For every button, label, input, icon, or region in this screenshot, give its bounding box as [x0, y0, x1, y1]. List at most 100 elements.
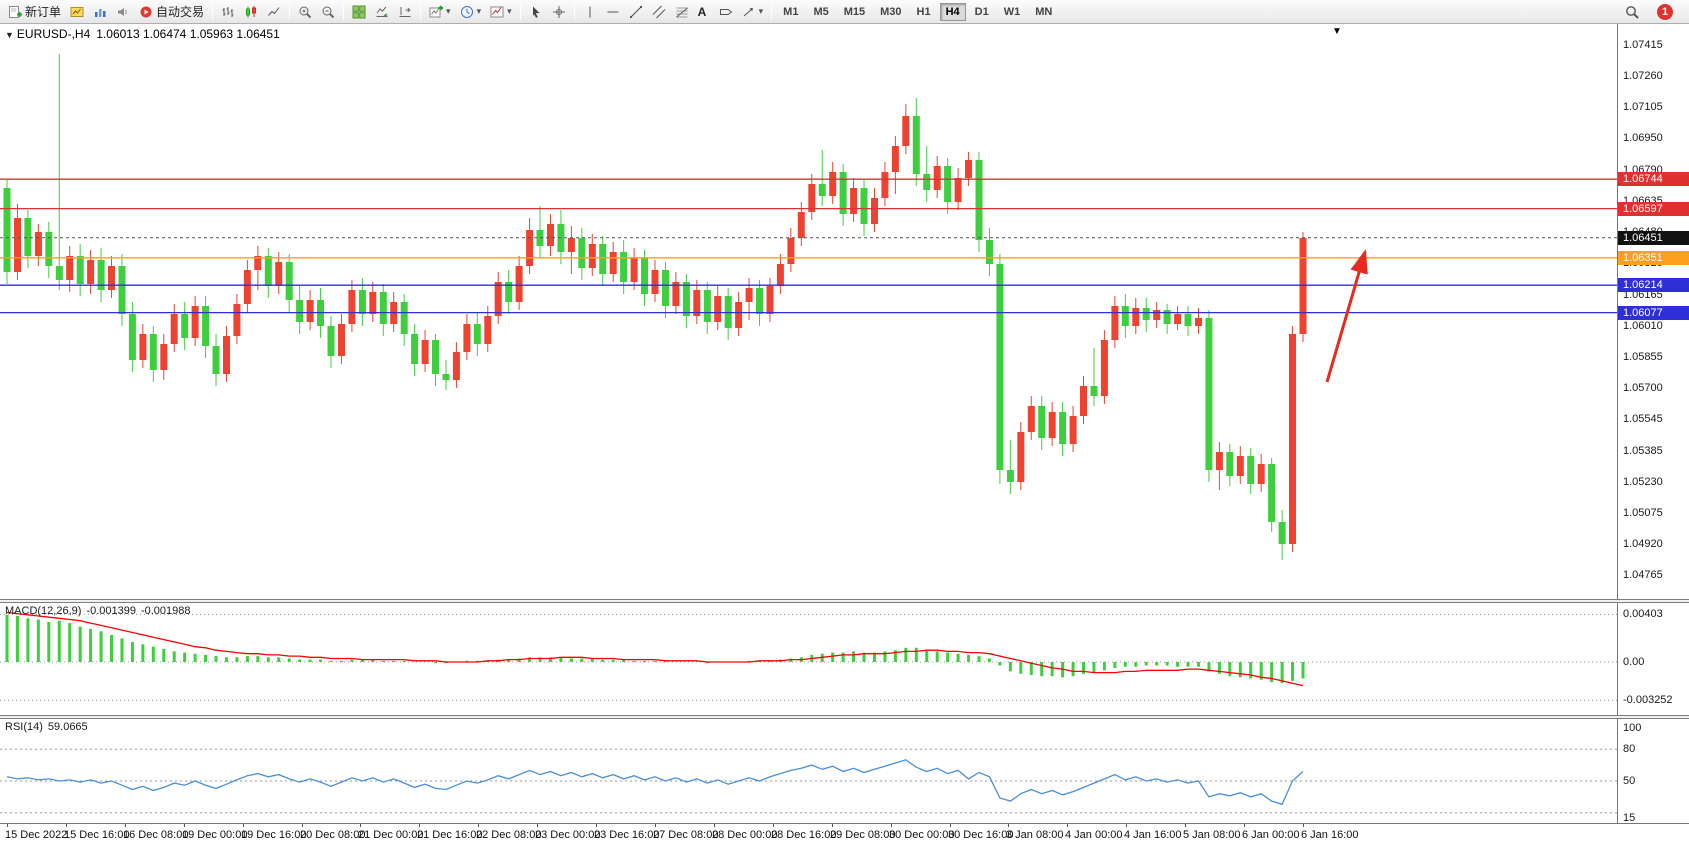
- time-tick: [596, 824, 597, 827]
- macd-signal-value: -0.001988: [140, 605, 191, 617]
- horizontal-line-button[interactable]: [602, 2, 624, 22]
- candlestick-icon: [244, 5, 258, 19]
- timeframe-d1-button[interactable]: D1: [974, 5, 989, 18]
- price-axis-label: 1.05855: [1623, 351, 1663, 363]
- rsi-panel[interactable]: 100 80 50 15 RSI(14) 59.0665: [0, 719, 1689, 824]
- shapes-button[interactable]: ▾: [738, 2, 768, 22]
- template-icon: [490, 5, 504, 19]
- zoom-in-button[interactable]: [294, 2, 316, 22]
- candlestick-chart[interactable]: [0, 24, 1617, 599]
- price-line-badge: 1.06077: [1618, 305, 1689, 320]
- price-axis-label: 1.06010: [1623, 320, 1663, 332]
- autotrade-button[interactable]: 自动交易: [135, 2, 208, 22]
- notification-badge[interactable]: 1: [1657, 3, 1673, 20]
- shapes-icon: [742, 5, 756, 19]
- timeframe-w1-button[interactable]: W1: [1003, 5, 1021, 18]
- channel-button[interactable]: [648, 2, 670, 22]
- chart-shift-button[interactable]: [394, 2, 416, 22]
- time-axis-label: 28 Dec 00:00: [712, 829, 778, 841]
- time-axis-label: 30 Dec 16:00: [948, 829, 1014, 841]
- time-axis-label: 28 Dec 16:00: [771, 829, 837, 841]
- macd-axis[interactable]: 0.00403 0.00 -0.003252: [1617, 603, 1689, 715]
- price-axis-label: 1.04765: [1623, 569, 1663, 581]
- new-chart-button[interactable]: ▾: [425, 2, 455, 22]
- rsi-axis[interactable]: 100 80 50 15: [1617, 719, 1689, 824]
- title-dropdown-icon: ▼: [5, 30, 14, 40]
- price-axis-label: 1.07415: [1623, 39, 1663, 51]
- period-button[interactable]: ▾: [456, 2, 486, 22]
- bar-chart-type-button[interactable]: [217, 2, 239, 22]
- bar-chart-icon: [221, 5, 235, 19]
- time-axis-label: 19 Dec 16:00: [241, 829, 307, 841]
- market-watch-icon: [93, 5, 107, 19]
- price-line-badge: 1.06351: [1618, 250, 1689, 265]
- price-axis-label: 1.05545: [1623, 413, 1663, 425]
- price-chart-panel[interactable]: 1.074151.072601.071051.069501.067901.066…: [0, 24, 1689, 599]
- trendline-button[interactable]: [625, 2, 647, 22]
- rsi-chart[interactable]: [0, 719, 1617, 823]
- timeframe-mn-button[interactable]: MN: [1035, 5, 1053, 18]
- line-chart-type-button[interactable]: [263, 2, 285, 22]
- caret-down-icon: ▾: [446, 6, 451, 16]
- price-axis-label: 1.07260: [1623, 70, 1663, 82]
- new-chart-icon: [429, 5, 444, 19]
- time-tick: [66, 824, 67, 827]
- macd-panel[interactable]: 0.00403 0.00 -0.003252 MACD(12,26,9) -0.001…: [0, 603, 1689, 715]
- timeframe-m30-button[interactable]: M30: [880, 5, 902, 18]
- time-axis-label: 30 Dec 00:00: [889, 829, 955, 841]
- toolbar-separator: [771, 3, 773, 20]
- tile-windows-button[interactable]: [348, 2, 370, 22]
- label-button[interactable]: [715, 2, 737, 22]
- time-tick: [1126, 824, 1127, 827]
- text-button[interactable]: A: [694, 2, 714, 22]
- vertical-line-button[interactable]: [579, 2, 601, 22]
- caret-down-icon: ▾: [507, 6, 512, 16]
- time-tick: [419, 824, 420, 827]
- panel-separator[interactable]: [0, 715, 1689, 719]
- time-axis-label: 3 Jan 08:00: [1006, 829, 1064, 841]
- timeframe-m15-button[interactable]: M15: [843, 5, 866, 18]
- autotrade-icon: [139, 5, 153, 19]
- magnifier-icon: [1625, 5, 1639, 19]
- crosshair-button[interactable]: [548, 2, 570, 22]
- timeframe-m1-button[interactable]: M1: [783, 5, 799, 18]
- new-order-icon: [8, 5, 22, 19]
- new-order-button[interactable]: 新订单: [4, 2, 65, 22]
- toolbar-separator: [289, 3, 291, 20]
- timeframe-h4-button[interactable]: H4: [939, 2, 966, 21]
- timeframe-m5-button[interactable]: M5: [813, 5, 829, 18]
- chart-shift-icon: [398, 5, 412, 19]
- market-watch-button[interactable]: [89, 2, 111, 22]
- time-axis-label: 16 Dec 08:00: [123, 829, 189, 841]
- charts-button[interactable]: [66, 2, 88, 22]
- timeframe-h1-button[interactable]: H1: [916, 5, 931, 18]
- time-axis-label: 23 Dec 00:00: [535, 829, 601, 841]
- search-button[interactable]: [1621, 2, 1643, 22]
- macd-chart[interactable]: [0, 603, 1617, 715]
- cursor-button[interactable]: [525, 2, 547, 22]
- up-arrow-object[interactable]: [1325, 249, 1368, 383]
- new-order-button-label: 新订单: [25, 5, 62, 19]
- price-axis-label: 1.06950: [1623, 132, 1663, 144]
- time-tick: [7, 824, 8, 827]
- sound-button[interactable]: [112, 2, 134, 22]
- time-axis-label: 22 Dec 08:00: [476, 829, 542, 841]
- time-tick: [1067, 824, 1068, 827]
- fibonacci-button[interactable]: [671, 2, 693, 22]
- auto-scroll-button[interactable]: [371, 2, 393, 22]
- charts-grid-icon: [70, 5, 84, 19]
- price-axis[interactable]: 1.074151.072601.071051.069501.067901.066…: [1617, 24, 1689, 599]
- caret-down-icon: ▾: [476, 6, 482, 16]
- zoom-in-icon: [298, 5, 312, 19]
- time-axis[interactable]: 15 Dec 2022 15 Dec 16:00 16 Dec 08:00 19 De…: [0, 823, 1689, 845]
- horizontal-line-icon: [606, 5, 620, 19]
- price-line-badge: 1.06597: [1618, 201, 1689, 216]
- clock-icon: [460, 5, 474, 19]
- templates-button[interactable]: ▾: [486, 2, 516, 22]
- candlestick-type-button[interactable]: [240, 2, 262, 22]
- macd-axis-label: 0.00403: [1623, 608, 1663, 621]
- price-axis-label: 1.05385: [1623, 445, 1663, 457]
- toolbar-separator: [212, 3, 214, 20]
- zoom-out-button[interactable]: [317, 2, 339, 22]
- panel-separator[interactable]: [0, 599, 1689, 603]
